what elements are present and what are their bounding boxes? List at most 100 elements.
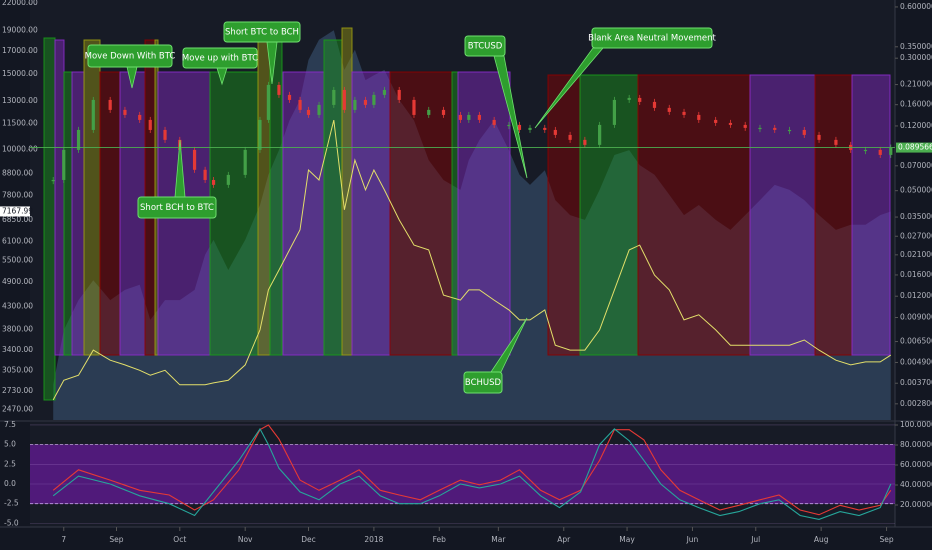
osc-band [30, 444, 895, 504]
candle [62, 149, 66, 180]
y-tick-label: 3400.00 [2, 345, 33, 354]
zone [457, 71, 511, 356]
candle [889, 147, 893, 155]
osc-y-tick-label: 0.0 [4, 479, 16, 488]
zone [351, 71, 391, 356]
candle [148, 119, 152, 130]
callout-box [591, 27, 713, 49]
y2-tick-label: 0.00280000 [900, 399, 932, 408]
candle [682, 111, 686, 115]
candle [363, 99, 368, 105]
y2-tick-label: 0.60000000 [900, 2, 932, 11]
y2-tick-label: 0.00900000 [900, 312, 932, 321]
candle [243, 149, 247, 175]
y-tick-label: 19000.00 [2, 25, 38, 34]
candle [203, 169, 207, 180]
candle [638, 97, 642, 102]
candle [517, 124, 522, 130]
y-tick-label: 22000.00 [2, 0, 38, 7]
callout-box [463, 371, 503, 394]
candle [773, 127, 777, 130]
zone [637, 74, 751, 356]
candle [528, 127, 532, 130]
callout-box [182, 47, 258, 69]
x-tick-label: 7 [61, 535, 66, 544]
y2-tick-label: 0.01600000 [900, 270, 932, 279]
zone [63, 71, 73, 356]
y2-tick-label: 0.00370000 [900, 378, 932, 387]
zone [83, 39, 101, 356]
y-tick-label: 3800.00 [2, 324, 33, 333]
y-tick-label: 6100.00 [2, 236, 33, 245]
zone [209, 71, 259, 356]
zone [579, 74, 639, 356]
candle [298, 99, 302, 110]
candle [697, 114, 701, 120]
callout-box [87, 44, 173, 68]
callout-text: Blank Area Neutral Movement [588, 34, 716, 44]
candle [728, 122, 733, 125]
candle [108, 99, 112, 110]
x-tick-label: Jul [750, 535, 760, 544]
candle [192, 149, 197, 170]
y2-tick-label: 0.35000000 [900, 42, 932, 51]
zone [547, 74, 581, 356]
y-tick-label: 17000.00 [2, 46, 38, 55]
x-tick-label: Feb [433, 535, 447, 544]
candle [51, 179, 55, 182]
osc-y-tick-label: 7.5 [4, 420, 16, 429]
candle [353, 99, 357, 110]
y-tick-label: 15000.00 [2, 69, 38, 78]
candle [598, 124, 602, 145]
osc-y-tick-label: 5.0 [4, 440, 16, 449]
candle [91, 99, 95, 130]
zone [71, 71, 85, 356]
x-tick-label: Oct [173, 535, 186, 544]
candle [258, 119, 262, 150]
x-tick-label: Apr [557, 535, 571, 544]
x-tick-label: Dec [301, 535, 316, 544]
zone [851, 74, 891, 356]
x-tick-label: Aug [814, 535, 829, 544]
y-tick-label: 2470.00 [2, 404, 33, 413]
x-tick-label: May [619, 535, 635, 544]
candle [382, 89, 387, 95]
y2-tick-label: 0.02100000 [900, 250, 932, 259]
candle [458, 114, 462, 120]
candle [441, 109, 446, 115]
x-tick-label: Sep [879, 535, 893, 544]
candle [123, 109, 127, 115]
callout-text: BCHUSD [465, 378, 502, 388]
candle [612, 99, 617, 125]
candle [306, 109, 311, 115]
y2-tick-label: 0.00650000 [900, 337, 932, 346]
callout-text: Short BTC to BCH [225, 28, 299, 38]
candle [492, 119, 496, 125]
zone [451, 71, 459, 356]
osc-line [52, 424, 892, 516]
bch-line [52, 119, 892, 401]
osc-y-tick-label: -5.0 [4, 518, 19, 527]
candle [76, 129, 81, 150]
candle [863, 149, 868, 152]
candle [758, 127, 762, 130]
y2-tick-label: 0.16000000 [900, 100, 932, 109]
zone [749, 74, 816, 356]
zone [814, 74, 853, 356]
candle [568, 134, 572, 140]
candle [817, 134, 821, 140]
candle [802, 129, 806, 135]
candle [627, 97, 631, 100]
y-tick-label: 4900.00 [2, 277, 33, 286]
candle [467, 114, 471, 120]
candle [743, 124, 747, 128]
candle [543, 127, 547, 130]
x-tick-label: 2018 [364, 535, 383, 544]
y2-tick-label: 0.12000000 [900, 121, 932, 130]
y2-tick-label: 0.03500000 [900, 212, 932, 221]
y2-tick-label: 0.05000000 [900, 186, 932, 195]
